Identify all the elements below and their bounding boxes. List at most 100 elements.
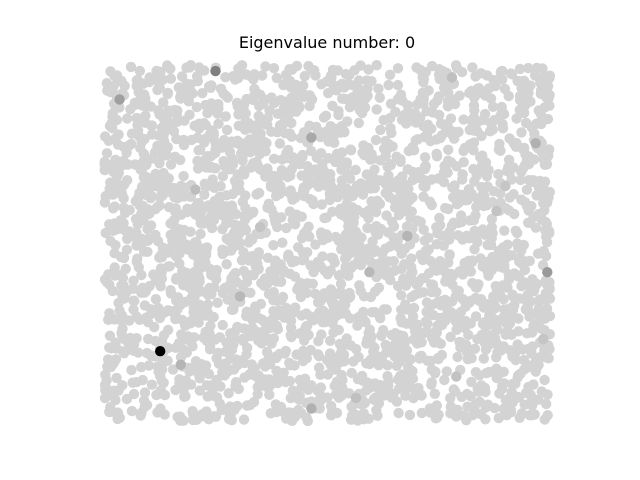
scatter-point [291, 349, 302, 360]
scatter-point [189, 412, 200, 424]
scatter-point [201, 380, 213, 391]
scatter-point [99, 164, 110, 176]
scatter-point [468, 215, 480, 226]
scatter-point [138, 148, 149, 159]
scatter-point [504, 192, 515, 203]
scatter-point [108, 203, 119, 214]
scatter-point [122, 159, 134, 170]
scatter-point [274, 120, 286, 131]
scatter-point [286, 117, 297, 129]
scatter-point [464, 233, 475, 244]
scatter-point [289, 360, 300, 371]
scatter-point [431, 134, 442, 145]
scatter-point [211, 392, 223, 403]
scatter-point [355, 60, 366, 71]
scatter-point [315, 369, 326, 380]
scatter-point [223, 388, 234, 399]
scatter-point [220, 111, 231, 122]
scatter-point [304, 100, 315, 112]
scatter-point [488, 186, 499, 197]
scatter-point [154, 82, 165, 94]
scatter-point [236, 255, 248, 266]
scatter-point [228, 71, 239, 82]
scatter-point [358, 408, 369, 419]
scatter-point [470, 71, 481, 82]
scatter-point [493, 412, 504, 424]
scatter-point [347, 202, 358, 213]
scatter-point [227, 203, 238, 214]
scatter-point [431, 151, 443, 162]
scatter-point [543, 192, 554, 203]
scatter-point [292, 284, 303, 295]
scatter-point [194, 373, 205, 384]
scatter-point [516, 166, 527, 178]
scatter-point [153, 388, 165, 399]
scatter-point [313, 181, 324, 192]
scatter-point [373, 229, 384, 240]
scatter-point [139, 133, 150, 145]
scatter-point [176, 234, 187, 245]
scatter-point [323, 153, 334, 164]
highlight-point [350, 392, 362, 404]
scatter-point [225, 245, 237, 256]
scatter-point [328, 327, 339, 338]
scatter-point [268, 62, 280, 74]
scatter-point [426, 364, 437, 375]
scatter-point [408, 302, 420, 314]
scatter-point [393, 407, 404, 419]
scatter-point [453, 230, 464, 241]
scatter-point [406, 291, 417, 303]
scatter-point [361, 169, 372, 180]
scatter-point [430, 413, 441, 424]
scatter-point [146, 191, 158, 202]
scatter-point [302, 415, 313, 427]
scatter-point [345, 414, 357, 425]
scatter-point [224, 408, 235, 419]
scatter-point [202, 307, 213, 318]
scatter-point [313, 336, 324, 347]
scatter-point [365, 242, 376, 254]
scatter-point [535, 351, 546, 363]
scatter-point [408, 383, 419, 394]
scatter-point [253, 187, 265, 199]
scatter-point [108, 189, 119, 200]
scatter-point [380, 187, 391, 199]
highlight-point [491, 205, 502, 217]
scatter-point [495, 110, 506, 121]
scatter-point [104, 279, 115, 290]
scatter-point [385, 98, 397, 110]
scatter-point [253, 110, 264, 122]
scatter-point [266, 338, 277, 349]
scatter-point [290, 91, 301, 103]
scatter-point [247, 137, 258, 148]
scatter-point [268, 240, 279, 251]
scatter-point [497, 254, 508, 265]
scatter-point [539, 414, 550, 425]
scatter-point [220, 72, 231, 83]
scatter-point [508, 291, 519, 302]
scatter-point [541, 398, 552, 410]
scatter-point [184, 109, 195, 121]
scatter-point [251, 156, 262, 168]
scatter-point [522, 301, 533, 313]
scatter-point [260, 61, 271, 72]
scatter-point [202, 299, 213, 310]
scatter-point [388, 232, 399, 243]
highlight-point [306, 132, 317, 143]
scatter-point [352, 320, 363, 331]
scatter-point [514, 104, 525, 116]
scatter-point [392, 63, 404, 74]
scatter-point [113, 129, 124, 140]
scatter-point [490, 281, 501, 292]
scatter-point [495, 197, 506, 209]
scatter-point [362, 83, 373, 94]
scatter-point [316, 199, 327, 210]
scatter-point [258, 358, 269, 369]
scatter-point [336, 390, 347, 401]
scatter-point [350, 164, 361, 176]
scatter-point [371, 59, 382, 71]
scatter-point [467, 409, 479, 421]
scatter-point [336, 164, 347, 175]
scatter-point [305, 344, 316, 356]
